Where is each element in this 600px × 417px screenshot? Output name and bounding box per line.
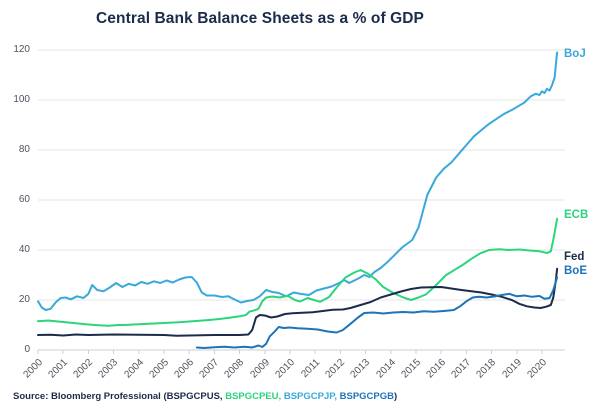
y-tick-label-40: 40 bbox=[18, 244, 30, 255]
y-tick-label-100: 100 bbox=[13, 94, 30, 105]
series-label-boe: BoE bbox=[564, 265, 587, 277]
chart-title: Central Bank Balance Sheets as a % of GD… bbox=[96, 10, 424, 27]
source-segment: Source: Bloomberg Professional (BSPGCPUS… bbox=[13, 391, 226, 402]
y-tick-label-0: 0 bbox=[24, 344, 30, 355]
fed-line bbox=[37, 267, 559, 337]
boe-line bbox=[195, 276, 559, 349]
y-tick-label-20: 20 bbox=[18, 294, 30, 305]
source-segment: ) bbox=[394, 391, 398, 402]
source-segment: BSPGCPEU, bbox=[225, 391, 284, 402]
source-segment: BSPGCPGB bbox=[339, 391, 394, 402]
y-tick-label-120: 120 bbox=[13, 44, 30, 55]
series-label-fed: Fed bbox=[564, 251, 585, 263]
source-note: Source: Bloomberg Professional (BSPGCPUS… bbox=[13, 391, 397, 402]
ecb-line bbox=[37, 217, 559, 327]
series-label-boj: BoJ bbox=[564, 48, 586, 60]
boj-line bbox=[37, 51, 559, 311]
y-tick-label-80: 80 bbox=[18, 144, 30, 155]
y-tick-label-60: 60 bbox=[18, 194, 30, 205]
series-label-ecb: ECB bbox=[564, 209, 589, 221]
source-segment: BSPGCPJP, bbox=[283, 391, 340, 402]
